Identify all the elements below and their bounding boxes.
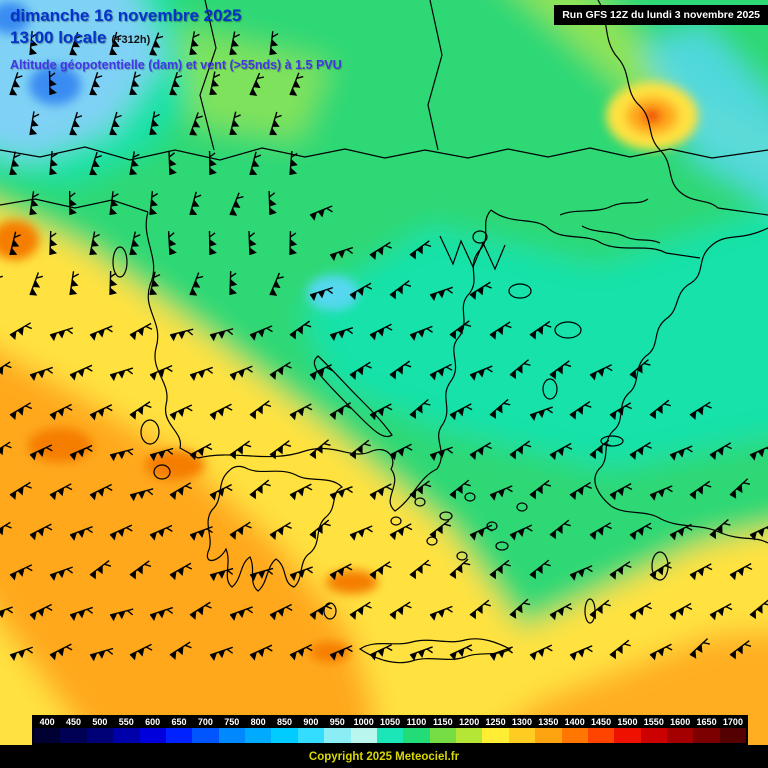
legend-color-cell [429, 728, 456, 743]
legend-value: 1300 [511, 717, 532, 727]
legend-value: 900 [303, 717, 319, 727]
legend-color-cell [113, 728, 140, 743]
legend-value: 1600 [670, 717, 691, 727]
legend-color-cell [245, 728, 272, 743]
run-info-box: Run GFS 12Z du lundi 3 novembre 2025 [554, 5, 768, 25]
legend-value: 600 [145, 717, 161, 727]
legend-color-cell [508, 728, 536, 743]
legend-value: 1650 [696, 717, 717, 727]
legend-value: 450 [66, 717, 82, 727]
legend-value: 1450 [591, 717, 612, 727]
legend-color-cell [297, 728, 325, 743]
legend-color-cell [376, 728, 404, 743]
color-scale-legend: 400 450 500 550 600 650 700 750 800 850 900 950 1000… [32, 715, 748, 745]
local-time: 13:00 locale [10, 28, 107, 47]
legend-color-cell [192, 728, 219, 743]
geopotential-extrema-spots [0, 2, 698, 662]
legend-value: 400 [39, 717, 55, 727]
legend-value: 700 [197, 717, 213, 727]
legend-value: 850 [277, 717, 293, 727]
legend-value: 1200 [459, 717, 480, 727]
legend-value: 950 [329, 717, 345, 727]
legend-color-cell [561, 728, 588, 743]
legend-color-cell [324, 728, 351, 743]
legend-color-cell [34, 728, 61, 743]
legend-color-cell [667, 728, 694, 743]
copyright-label: Copyright 2025 Meteociel.fr [308, 750, 460, 763]
legend-color-cell [535, 728, 562, 743]
legend-value: 550 [118, 717, 134, 727]
legend-values-row: 400 450 500 550 600 650 700 750 800 850 900 950 1000… [34, 716, 746, 728]
legend-color-cell [139, 728, 166, 743]
legend-value: 650 [171, 717, 187, 727]
coastline-borders-layer [0, 0, 768, 664]
map-header: dimanche 16 novembre 2025 13:00 locale (+… [10, 6, 342, 72]
time-label: 13:00 locale (+312h) [10, 28, 342, 48]
legend-value: 1400 [564, 717, 585, 727]
legend-color-cell [60, 728, 87, 743]
legend-value: 1000 [353, 717, 374, 727]
legend-color-cell [271, 728, 298, 743]
legend-value: 1350 [538, 717, 559, 727]
legend-color-cell [693, 728, 720, 743]
legend-value: 800 [250, 717, 266, 727]
legend-color-cell [614, 728, 641, 743]
legend-color-cell [456, 728, 483, 743]
legend-color-cell [86, 728, 114, 743]
legend-value: 1550 [643, 717, 664, 727]
legend-value: 500 [92, 717, 108, 727]
legend-color-cell [587, 728, 615, 743]
legend-value: 1500 [617, 717, 638, 727]
date-label: dimanche 16 novembre 2025 [10, 6, 242, 25]
legend-color-cell [719, 728, 747, 743]
legend-color-cell [640, 728, 667, 743]
legend-value: 1150 [433, 717, 453, 727]
legend-color-cell [218, 728, 245, 743]
legend-value: 1100 [406, 717, 427, 727]
parameter-title: Altitude géopotentielle (dam) et vent (>… [10, 58, 342, 72]
legend-value: 1050 [380, 717, 401, 727]
legend-color-cell [403, 728, 430, 743]
footer-bar: Copyright 2025 Meteociel.fr [0, 745, 768, 768]
legend-color-cell [482, 728, 509, 743]
legend-value: 1250 [485, 717, 506, 727]
legend-value: 1700 [722, 717, 743, 727]
legend-color-cell [165, 728, 193, 743]
legend-color-bar [34, 728, 747, 743]
legend-color-cell [350, 728, 377, 743]
legend-value: 750 [224, 717, 240, 727]
forecast-offset: (+312h) [111, 34, 151, 46]
